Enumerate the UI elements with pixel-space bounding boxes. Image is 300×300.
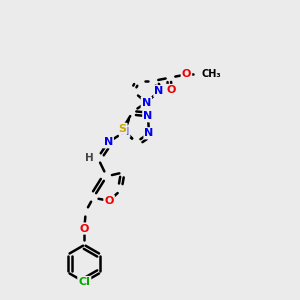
Text: O: O [167, 85, 176, 95]
Text: H: H [85, 153, 94, 163]
Text: O: O [182, 70, 191, 80]
Text: Cl: Cl [78, 277, 90, 287]
Text: N: N [143, 111, 152, 121]
Text: O: O [104, 196, 114, 206]
Text: CH₃: CH₃ [201, 70, 221, 80]
Text: N: N [154, 86, 164, 96]
Text: N: N [145, 128, 154, 138]
Text: N: N [103, 137, 113, 147]
Text: N: N [120, 127, 129, 137]
Text: O: O [80, 224, 89, 233]
Text: S: S [118, 124, 127, 134]
Text: N: N [142, 98, 151, 107]
